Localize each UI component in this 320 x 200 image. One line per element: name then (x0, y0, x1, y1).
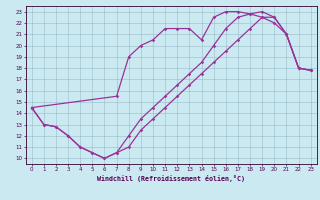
X-axis label: Windchill (Refroidissement éolien,°C): Windchill (Refroidissement éolien,°C) (97, 175, 245, 182)
